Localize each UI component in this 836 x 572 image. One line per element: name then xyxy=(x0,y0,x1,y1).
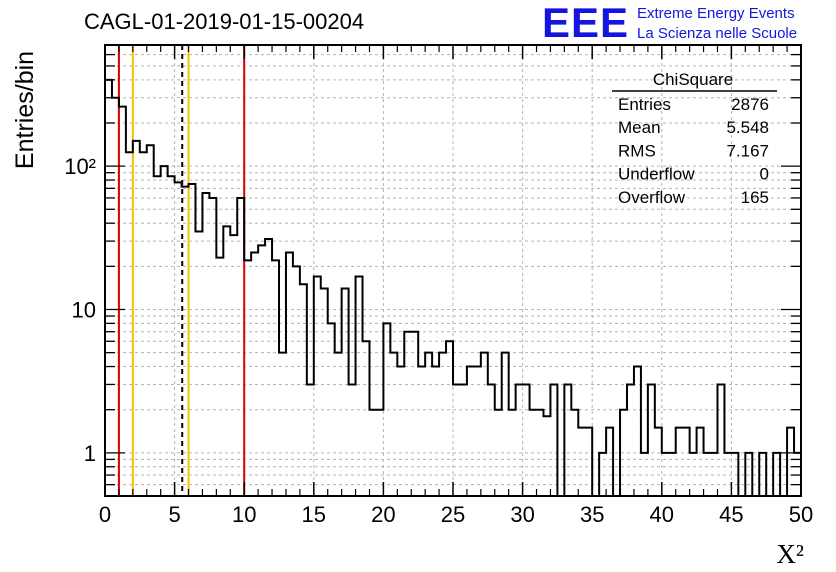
x-tick-label: 45 xyxy=(719,502,743,527)
stats-value: 5.548 xyxy=(726,118,769,137)
tick-labels: 0 5 10 15 20 25 30 35 40 45 50 1 10 10² xyxy=(64,154,813,527)
run-title: CAGL-01-2019-01-15-00204 xyxy=(84,9,365,34)
x-tick-label: 10 xyxy=(232,502,256,527)
x-tick-label: 5 xyxy=(168,502,180,527)
x-tick-label: 35 xyxy=(580,502,604,527)
stats-value: 165 xyxy=(741,188,769,207)
x-tick-label: 40 xyxy=(650,502,674,527)
eee-logo: EEE xyxy=(542,0,630,46)
x-axis-label: X² xyxy=(776,539,804,569)
stats-value: 0 xyxy=(760,165,769,184)
stats-label: Underflow xyxy=(618,165,695,184)
logo-line-1: Extreme Energy Events xyxy=(637,5,795,22)
stats-box: ChiSquare Entries 2876 Mean 5.548 RMS 7.167 Un… xyxy=(612,70,777,207)
reference-lines xyxy=(117,45,246,496)
logo-line-2: La Scienza nelle Scuole xyxy=(637,25,798,42)
y-axis-label: Entries/bin xyxy=(11,51,39,169)
stats-label: RMS xyxy=(618,141,656,160)
stats-label: Entries xyxy=(618,95,671,114)
stats-value: 2876 xyxy=(731,95,769,114)
y-tick-label: 1 xyxy=(84,441,96,466)
histogram-series xyxy=(104,78,801,497)
x-tick-label: 25 xyxy=(441,502,465,527)
stats-title: ChiSquare xyxy=(653,70,733,89)
stats-rows: Entries 2876 Mean 5.548 RMS 7.167 Underflow 0 Ov… xyxy=(618,95,769,207)
stats-label: Mean xyxy=(618,118,661,137)
x-tick-label: 15 xyxy=(302,502,326,527)
x-tick-label: 0 xyxy=(99,502,111,527)
x-tick-label: 50 xyxy=(789,502,813,527)
y-tick-label: 10 xyxy=(72,297,96,322)
x-tick-label: 20 xyxy=(371,502,395,527)
axis-ticks xyxy=(104,45,802,496)
x-tick-label: 30 xyxy=(510,502,534,527)
y-tick-label: 10² xyxy=(64,154,96,179)
stats-value: 7.167 xyxy=(726,141,769,160)
stats-label: Overflow xyxy=(618,188,686,207)
